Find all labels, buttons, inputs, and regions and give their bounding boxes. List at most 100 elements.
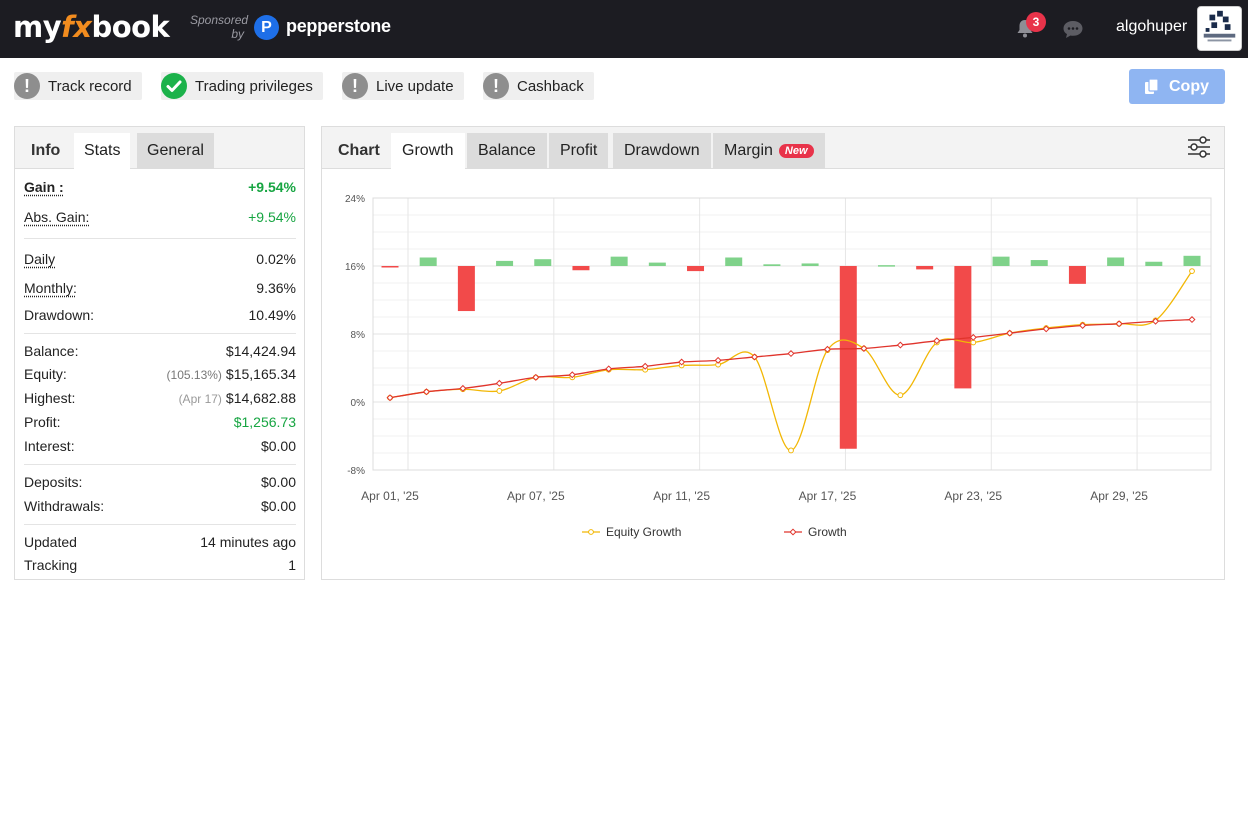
growth-chart: 24% 16% 8% 0% -8% Apr 01, '25 Apr 07, '25 Apr 1… bbox=[345, 194, 1212, 539]
chat-icon[interactable] bbox=[1062, 19, 1084, 39]
growth-point bbox=[641, 362, 649, 370]
growth-point bbox=[422, 388, 430, 396]
daily-bar bbox=[687, 266, 705, 272]
stat-label: Interest: bbox=[24, 438, 75, 454]
avatar[interactable] bbox=[1197, 6, 1242, 51]
stat-deposits: Deposits: $0.00 bbox=[24, 471, 296, 493]
stat-value: $0.00 bbox=[260, 498, 296, 514]
equity-growth-point bbox=[1189, 268, 1195, 274]
tab-profit[interactable]: Profit bbox=[549, 133, 609, 169]
stat-label[interactable]: Monthly: bbox=[24, 280, 77, 296]
equity-growth-point bbox=[496, 388, 503, 394]
tab-general[interactable]: General bbox=[137, 133, 214, 169]
stat-value: $1,256.73 bbox=[233, 414, 296, 430]
tab-info[interactable]: Info bbox=[31, 142, 61, 159]
plot-border bbox=[372, 197, 1212, 471]
y-tick-label: 16% bbox=[345, 262, 365, 273]
tab-margin[interactable]: Margin New bbox=[713, 133, 825, 169]
growth-point bbox=[969, 333, 977, 341]
stat-sub: (Apr 17) bbox=[178, 392, 222, 406]
daily-bar bbox=[381, 266, 399, 268]
info-tabs: Info Stats General bbox=[15, 127, 304, 169]
y-tick-label: 8% bbox=[351, 330, 366, 341]
badge-label: Track record bbox=[48, 77, 132, 95]
daily-bar bbox=[1068, 266, 1086, 284]
daily-bar bbox=[457, 266, 475, 312]
warning-icon bbox=[483, 73, 509, 99]
growth-point bbox=[933, 337, 941, 345]
tab-stats[interactable]: Stats bbox=[74, 133, 131, 169]
tab-margin-label: Margin bbox=[724, 142, 773, 159]
divider bbox=[24, 524, 296, 525]
pepperstone-logo-icon[interactable]: P bbox=[254, 15, 279, 40]
growth-point bbox=[714, 356, 722, 364]
copy-button-label: Copy bbox=[1169, 77, 1209, 95]
daily-bar bbox=[648, 262, 666, 266]
stat-tracking: Tracking 1 bbox=[24, 554, 296, 576]
stat-label: Deposits: bbox=[24, 474, 83, 490]
daily-bar bbox=[534, 259, 552, 266]
chart-settings-icon[interactable] bbox=[1187, 135, 1211, 159]
tab-balance[interactable]: Balance bbox=[467, 133, 547, 169]
badge-cashback[interactable]: Cashback bbox=[483, 72, 594, 100]
growth-point bbox=[605, 365, 613, 373]
divider bbox=[24, 333, 296, 334]
growth-point bbox=[532, 373, 540, 381]
stat-label: Tracking bbox=[24, 557, 78, 573]
new-badge: New bbox=[778, 144, 814, 158]
badge-live-update[interactable]: Live update bbox=[342, 72, 464, 100]
stat-equity: Equity: (105.13%) $15,165.34 bbox=[24, 363, 296, 385]
legend-growth-marker bbox=[789, 528, 797, 536]
growth-point bbox=[1115, 320, 1123, 328]
stat-label: Profit: bbox=[24, 414, 61, 430]
stat-interest: Interest: $0.00 bbox=[24, 435, 296, 457]
myfxbook-logo[interactable]: myfxbook bbox=[13, 10, 170, 44]
top-bar: myfxbook Sponsored by P pepperstone 3 alg… bbox=[0, 0, 1248, 58]
notification-count-badge[interactable]: 3 bbox=[1026, 12, 1046, 32]
growth-point bbox=[896, 341, 904, 349]
stat-value: 9.36% bbox=[256, 280, 296, 296]
stat-updated: Updated 14 minutes ago bbox=[24, 531, 296, 553]
growth-point bbox=[459, 384, 467, 392]
badge-trading-privileges[interactable]: Trading privileges bbox=[161, 72, 323, 100]
stat-label: Drawdown: bbox=[24, 307, 95, 323]
chart-panel: Chart Growth Balance Profit Drawdown Mar… bbox=[321, 126, 1225, 580]
stat-label[interactable]: Gain : bbox=[24, 179, 64, 195]
growth-point bbox=[823, 345, 831, 353]
stat-label[interactable]: Abs. Gain: bbox=[24, 209, 90, 225]
daily-bar bbox=[725, 257, 743, 266]
sponsor-name[interactable]: pepperstone bbox=[286, 16, 391, 36]
stat-label: Withdrawals: bbox=[24, 498, 105, 514]
stat-value: $0.00 bbox=[260, 438, 296, 454]
copy-button[interactable]: Copy bbox=[1129, 69, 1225, 104]
info-panel: Info Stats General Gain : +9.54% Abs. Ga… bbox=[14, 126, 305, 580]
x-tick-label: Apr 11, '25 bbox=[653, 489, 710, 503]
badge-label: Trading privileges bbox=[195, 77, 313, 95]
daily-bar bbox=[1145, 261, 1163, 266]
divider bbox=[24, 464, 296, 465]
daily-bar bbox=[1107, 257, 1125, 266]
legend-equity-label: Equity Growth bbox=[606, 525, 681, 539]
equity-growth-point bbox=[788, 447, 794, 454]
y-tick-label: -8% bbox=[347, 466, 365, 477]
badge-track-record[interactable]: Track record bbox=[14, 72, 142, 100]
chart-tabs: Chart Growth Balance Profit Drawdown Mar… bbox=[322, 127, 1224, 169]
stat-value: $14,424.94 bbox=[225, 343, 296, 359]
tab-chart[interactable]: Chart bbox=[338, 142, 380, 159]
daily-bar bbox=[801, 263, 819, 266]
stat-label[interactable]: Daily bbox=[24, 251, 56, 267]
daily-bar bbox=[496, 260, 514, 266]
stat-drawdown: Drawdown: 10.49% bbox=[24, 304, 296, 326]
tab-drawdown[interactable]: Drawdown bbox=[613, 133, 711, 169]
warning-icon bbox=[342, 73, 368, 99]
stat-value: +9.54% bbox=[248, 179, 296, 195]
tab-growth[interactable]: Growth bbox=[391, 133, 465, 169]
y-tick-label: 0% bbox=[351, 398, 366, 409]
stat-value: +9.54% bbox=[248, 209, 296, 225]
daily-bar bbox=[877, 265, 895, 267]
sponsored-by-text: Sponsored by bbox=[190, 13, 249, 41]
stat-value: $14,682.88 bbox=[225, 390, 296, 406]
stat-value: $15,165.34 bbox=[225, 366, 296, 382]
username[interactable]: algohuper bbox=[1116, 18, 1188, 35]
stat-monthly: Monthly: 9.36% bbox=[24, 277, 296, 299]
